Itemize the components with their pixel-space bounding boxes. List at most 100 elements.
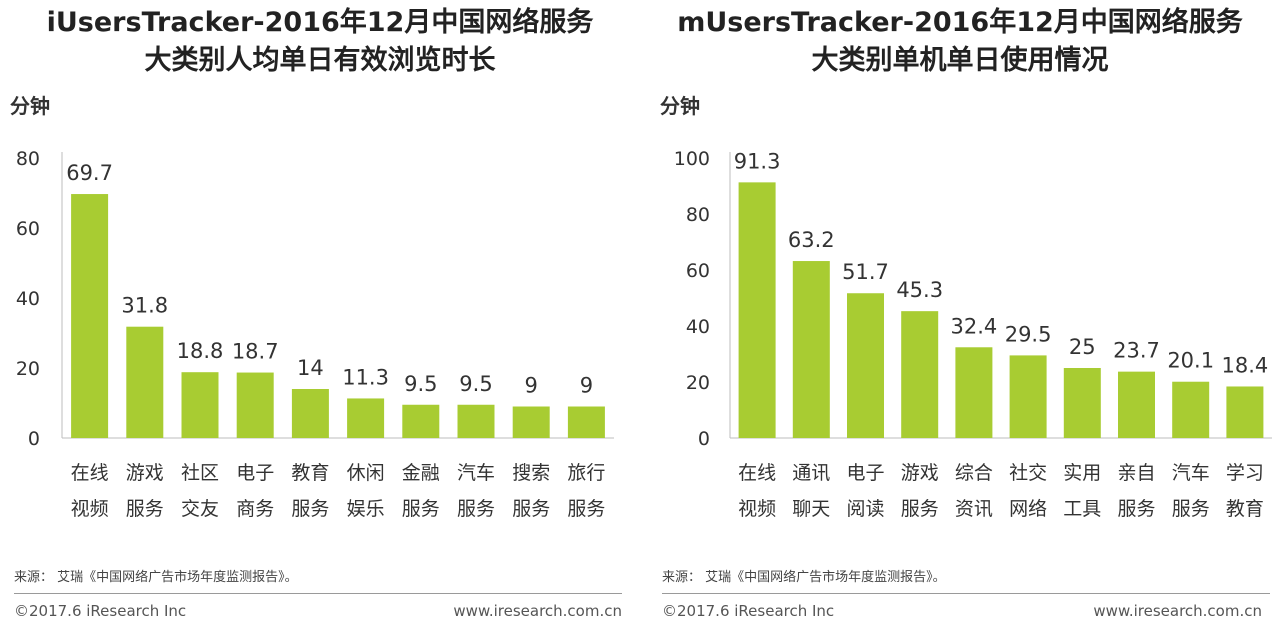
x-tick-label-line-1: 游戏 (126, 462, 164, 484)
y-tick-label: 60 (686, 260, 710, 282)
y-tick-label: 80 (16, 148, 40, 170)
right-chart-panel: mUsersTracker-2016年12月中国网络服务 大类别单机单日使用情况… (640, 0, 1280, 626)
bar (347, 398, 385, 438)
x-tick-label-line-1: 通讯 (792, 462, 830, 484)
x-tick-label-line-1: 电子 (236, 462, 274, 484)
footer-divider (662, 593, 1270, 594)
chart-title: mUsersTracker-2016年12月中国网络服务 大类别单机单日使用情况 (640, 4, 1280, 80)
x-tick-label-line-1: 金融 (402, 462, 440, 484)
data-label: 9.5 (459, 372, 492, 396)
data-label: 23.7 (1113, 339, 1160, 363)
x-tick-label-line-2: 服务 (567, 498, 605, 520)
data-label: 25 (1069, 335, 1096, 359)
x-tick-label-line-2: 服务 (126, 498, 164, 520)
data-label: 63.2 (788, 228, 835, 252)
chart-title-line-1: mUsersTracker-2016年12月中国网络服务 (677, 7, 1243, 38)
bar (291, 389, 329, 438)
x-tick-label-line-1: 休闲 (347, 462, 385, 484)
data-label: 45.3 (896, 278, 943, 302)
y-tick-label: 0 (698, 428, 710, 450)
bar (567, 406, 605, 438)
y-tick-label: 20 (16, 358, 40, 380)
x-tick-label-line-2: 娱乐 (347, 498, 385, 520)
data-label: 51.7 (842, 260, 889, 284)
bar (457, 404, 495, 438)
bar (181, 372, 219, 438)
data-label: 29.5 (1005, 322, 1052, 346)
chart-title-line-2: 大类别人均单日有效浏览时长 (144, 45, 496, 76)
bar (847, 293, 884, 438)
bar (792, 261, 830, 438)
footer-divider (14, 593, 622, 594)
data-label: 91.3 (734, 149, 781, 173)
y-axis-unit-label: 分钟 (10, 94, 50, 118)
data-label: 9 (580, 374, 593, 398)
x-tick-label-line-2: 工具 (1063, 498, 1101, 520)
data-label: 11.3 (342, 365, 389, 389)
bar (1009, 355, 1047, 438)
bar (512, 406, 550, 438)
bar (955, 347, 993, 438)
x-tick-label-line-1: 游戏 (901, 462, 939, 484)
y-tick-label: 60 (16, 218, 40, 240)
website-link[interactable]: www.iresearch.com.cn (1093, 602, 1262, 620)
bar (402, 404, 440, 438)
left-chart-panel: iUsersTracker-2016年12月中国网络服务 大类别人均单日有效浏览… (0, 4, 640, 620)
data-label: 20.1 (1167, 349, 1214, 373)
x-tick-label-line-2: 服务 (291, 498, 329, 520)
bar (1172, 381, 1210, 438)
y-tick-label: 40 (16, 288, 40, 310)
bar (1226, 386, 1264, 438)
x-tick-label-line-2: 聊天 (792, 498, 830, 520)
source-note: 来源： 艾瑞《中国网络广告市场年度监测报告》。 (662, 570, 946, 585)
x-tick-label-line-2: 视频 (71, 498, 109, 520)
x-tick-label-line-1: 在线 (738, 462, 776, 484)
copyright-text: ©2017.6 iResearch Inc (14, 602, 187, 620)
chart-title-line-1: iUsersTracker-2016年12月中国网络服务 (46, 7, 594, 38)
x-tick-label-line-1: 学习 (1226, 462, 1264, 484)
source-note: 来源： 艾瑞《中国网络广告市场年度监测报告》。 (14, 570, 298, 585)
x-tick-label-line-1: 社交 (1009, 462, 1047, 484)
data-label: 18.4 (1222, 353, 1269, 377)
x-tick-label-line-1: 在线 (71, 462, 109, 484)
x-tick-label-line-1: 教育 (291, 462, 329, 484)
x-tick-label-line-1: 汽车 (1172, 462, 1210, 484)
website-link[interactable]: www.iresearch.com.cn (453, 602, 622, 620)
x-tick-label-line-2: 视频 (738, 498, 776, 520)
data-label: 9.5 (404, 372, 437, 396)
x-tick-label-line-1: 汽车 (457, 462, 495, 484)
x-tick-label-line-2: 服务 (1172, 498, 1210, 520)
x-tick-label-line-2: 资讯 (955, 498, 993, 520)
x-tick-label-line-1: 旅行 (567, 462, 605, 484)
data-label: 9 (525, 374, 538, 398)
x-tick-label-line-2: 服务 (512, 498, 550, 520)
data-label: 18.7 (232, 340, 279, 364)
x-tick-label-line-2: 网络 (1009, 498, 1047, 520)
bar (236, 372, 274, 438)
y-tick-label: 0 (28, 428, 40, 450)
data-label: 18.8 (177, 339, 224, 363)
x-tick-label-line-1: 电子 (846, 462, 884, 484)
y-tick-label: 100 (674, 148, 710, 170)
y-axis-unit-label: 分钟 (660, 94, 700, 118)
x-tick-label-line-1: 实用 (1063, 462, 1101, 484)
chart-title: iUsersTracker-2016年12月中国网络服务 大类别人均单日有效浏览… (0, 4, 640, 80)
bar (71, 194, 109, 438)
y-tick-label: 20 (686, 372, 710, 394)
x-tick-label-line-1: 搜索 (512, 462, 550, 484)
bar (738, 182, 776, 438)
x-tick-label-line-1: 亲自 (1117, 462, 1155, 484)
bar (1063, 368, 1101, 438)
x-tick-label-line-1: 社区 (181, 462, 219, 484)
x-tick-label-line-2: 服务 (457, 498, 495, 520)
bar (1118, 371, 1155, 438)
bar (126, 326, 164, 438)
chart-title-line-2: 大类别单机单日使用情况 (811, 45, 1109, 76)
x-tick-label-line-2: 阅读 (846, 498, 884, 520)
copyright-text: ©2017.6 iResearch Inc (662, 602, 835, 620)
data-label: 31.8 (121, 294, 168, 318)
y-tick-label: 40 (686, 316, 710, 338)
x-tick-label-line-2: 交友 (181, 498, 219, 520)
